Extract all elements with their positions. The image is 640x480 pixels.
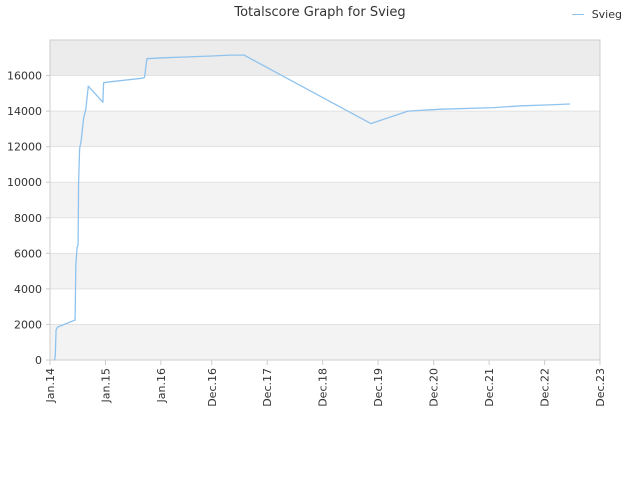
- data-point: [187, 56, 190, 58]
- data-point: [103, 82, 105, 84]
- x-tick-label: Dec.20: [428, 368, 441, 407]
- data-point: [520, 105, 522, 107]
- y-tick-label: 12000: [7, 141, 42, 154]
- data-point: [54, 354, 56, 356]
- plot-border: [49, 39, 601, 361]
- data-point: [370, 122, 372, 125]
- x-tick-label: Dec.23: [594, 368, 607, 407]
- data-point: [407, 110, 409, 112]
- x-tick-label: Jan.14: [44, 368, 57, 403]
- y-tick-label: 4000: [14, 283, 42, 296]
- x-tick-label: Dec.21: [483, 368, 496, 407]
- data-point: [77, 243, 79, 246]
- data-point: [143, 76, 146, 78]
- grid-band: [50, 324, 600, 360]
- data-point: [77, 181, 80, 183]
- data-point: [146, 58, 148, 60]
- data-point: [243, 54, 245, 56]
- data-point: [102, 101, 104, 103]
- grid-band: [50, 182, 600, 218]
- x-tick-label: Dec.19: [372, 368, 385, 407]
- data-point: [54, 359, 56, 361]
- x-tick-label: Jan.15: [99, 368, 112, 403]
- data-point: [569, 103, 571, 105]
- y-tick-label: 10000: [7, 176, 42, 189]
- data-point: [437, 108, 439, 110]
- y-tick-label: 0: [35, 354, 42, 367]
- grid-band: [50, 253, 600, 289]
- data-point: [141, 77, 143, 79]
- legend-swatch-svieg: [571, 14, 584, 15]
- x-tick-label: Dec.22: [539, 368, 552, 407]
- data-point: [87, 85, 89, 87]
- legend-label-svieg: Svieg: [591, 8, 622, 21]
- data-point: [548, 104, 550, 106]
- data-point: [80, 140, 82, 142]
- data-point: [76, 247, 78, 249]
- data-point: [109, 81, 111, 83]
- data-point: [85, 108, 87, 110]
- y-tick-label: 2000: [14, 318, 42, 331]
- data-point: [82, 117, 85, 119]
- data-point: [79, 147, 81, 150]
- x-tick-label: Dec.16: [206, 368, 219, 407]
- data-point: [75, 265, 77, 267]
- x-tick-label: Dec.17: [261, 368, 274, 407]
- data-point: [493, 106, 495, 109]
- grid-band: [50, 40, 600, 76]
- data-point: [55, 329, 57, 331]
- y-tick-label: 6000: [14, 247, 42, 260]
- x-tick-label: Dec.18: [317, 368, 330, 407]
- series-line-svieg: [54, 54, 570, 361]
- grid-band: [50, 111, 600, 147]
- y-tick-label: 16000: [7, 70, 42, 83]
- data-point: [211, 55, 213, 57]
- x-tick-label: Jan.16: [155, 368, 168, 403]
- data-point: [229, 54, 231, 56]
- data-point: [74, 319, 76, 321]
- y-tick-label: 14000: [7, 105, 42, 118]
- data-point: [162, 57, 164, 59]
- chart-title: Totalscore Graph for Svieg: [234, 5, 406, 20]
- data-point: [56, 326, 59, 328]
- y-tick-label: 8000: [14, 212, 42, 225]
- legend: Svieg: [571, 8, 622, 21]
